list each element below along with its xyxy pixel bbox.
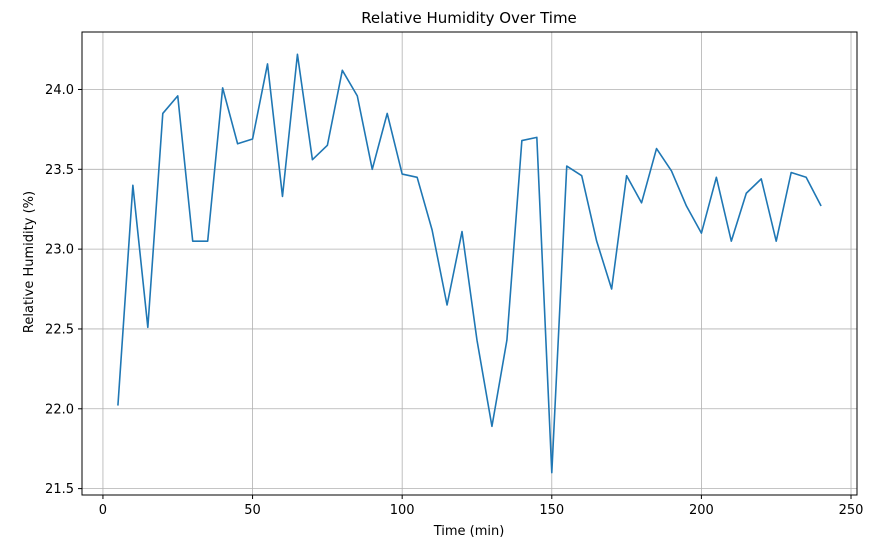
x-tick-label: 250 [839, 503, 864, 518]
series-layer [117, 53, 822, 474]
chart-title: Relative Humidity Over Time [361, 9, 577, 27]
x-tick-label: 0 [99, 503, 107, 518]
grid-lines [82, 32, 857, 495]
y-tick-label: 23.5 [45, 163, 74, 178]
y-axis-ticks: 21.5 22.0 22.5 23.0 23.5 24.0 [45, 83, 82, 497]
x-tick-label: 50 [244, 503, 261, 518]
y-tick-label: 23.0 [45, 243, 74, 258]
x-axis-label: Time (min) [433, 524, 505, 539]
x-axis-ticks: 0 50 100 150 200 250 [99, 495, 864, 518]
y-tick-label: 21.5 [45, 482, 74, 497]
y-tick-label: 22.5 [45, 322, 74, 337]
x-tick-label: 200 [689, 503, 714, 518]
x-tick-label: 100 [390, 503, 415, 518]
y-tick-label: 22.0 [45, 402, 74, 417]
plot-frame [81, 31, 858, 496]
y-axis-label: Relative Humidity (%) [22, 191, 37, 333]
y-tick-label: 24.0 [45, 83, 74, 98]
x-tick-label: 150 [539, 503, 564, 518]
series-line [117, 53, 822, 474]
